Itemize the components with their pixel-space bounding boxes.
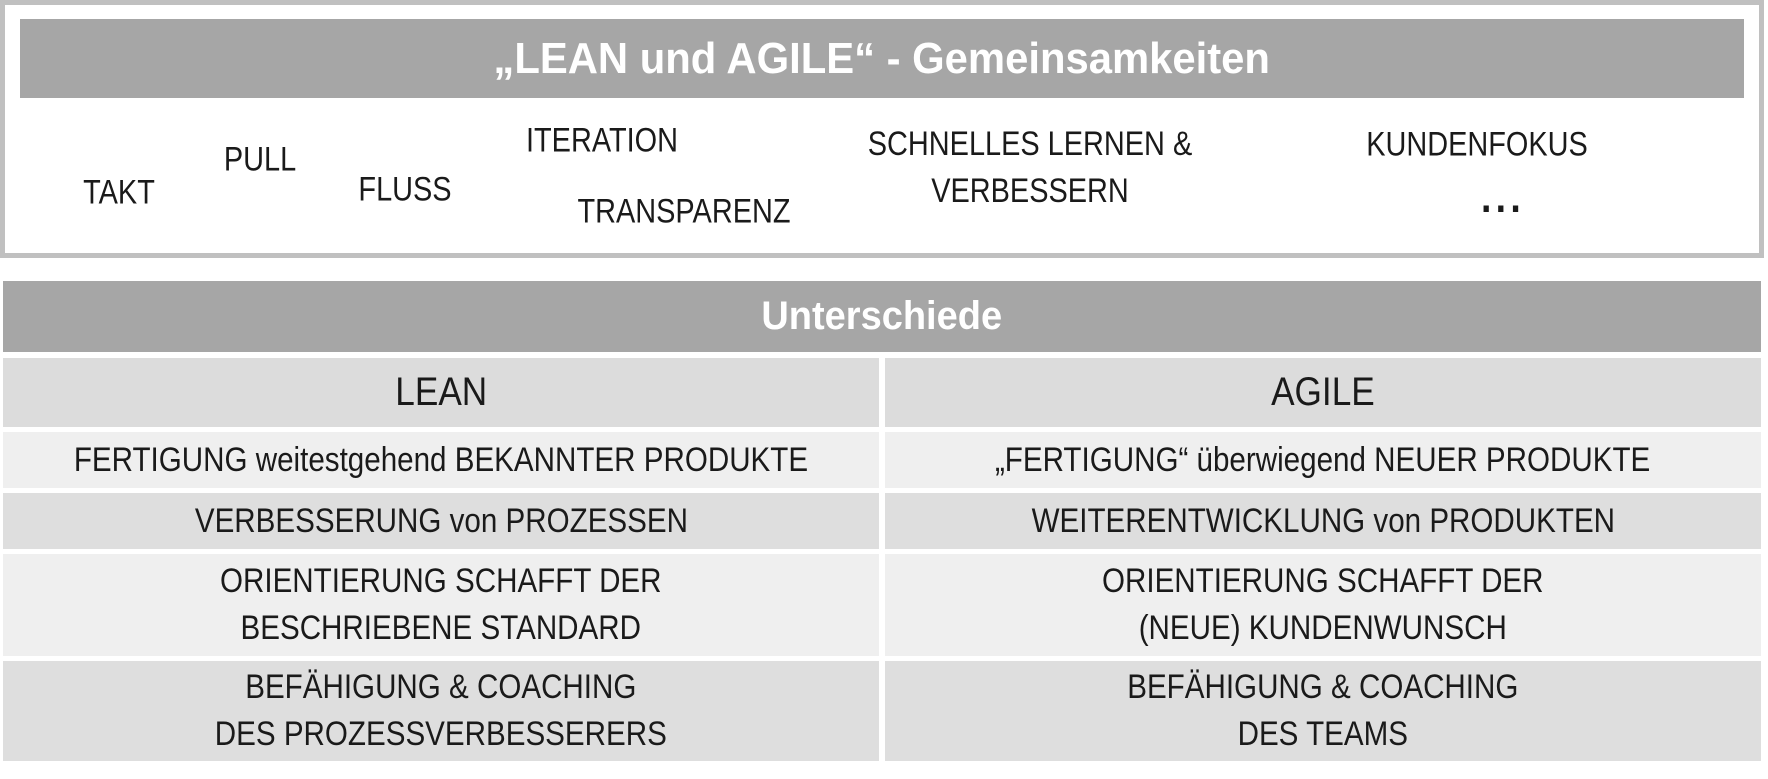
term-iteration: ITERATION bbox=[525, 121, 679, 160]
column-header-lean: LEAN bbox=[3, 358, 879, 427]
commonalities-box: „LEAN und AGILE“ - Gemeinsamkeiten TAKT … bbox=[0, 0, 1764, 258]
table-cell-agile-row-4: BEFÄHIGUNG & COACHING DES TEAMS bbox=[885, 661, 1761, 761]
table-cell-lean-row-3: ORIENTIERUNG SCHAFFT DER BESCHRIEBENE ST… bbox=[3, 554, 879, 656]
commonalities-title: „LEAN und AGILE“ - Gemeinsamkeiten bbox=[493, 33, 1271, 83]
column-header-agile-label: AGILE bbox=[1271, 370, 1375, 414]
table-cell-text: ORIENTIERUNG SCHAFFT DER (NEUE) KUNDENWU… bbox=[1102, 562, 1544, 647]
table-cell-agile-row-3: ORIENTIERUNG SCHAFFT DER (NEUE) KUNDENWU… bbox=[885, 554, 1761, 656]
table-cell-text: „FERTIGUNG“ überwiegend NEUER PRODUKTE bbox=[995, 440, 1651, 479]
table-cell-text: VERBESSERUNG von PROZESSEN bbox=[194, 501, 688, 540]
table-cell-text: WEITERENTWICKLUNG von PRODUKTEN bbox=[1031, 501, 1615, 540]
table-cell-lean-row-4: BEFÄHIGUNG & COACHING DES PROZESSVERBESS… bbox=[3, 661, 879, 761]
term-fluss: FLUSS bbox=[358, 170, 452, 209]
differences-header-bar: Unterschiede bbox=[3, 281, 1761, 352]
differences-table: LEAN AGILE FERTIGUNG weitestgehend BEKAN… bbox=[3, 358, 1761, 761]
table-cell-agile-row-1: „FERTIGUNG“ überwiegend NEUER PRODUKTE bbox=[885, 432, 1761, 488]
term-schnelles-lernen-verbessern: SCHNELLES LERNEN & VERBESSERN bbox=[867, 125, 1193, 210]
commonalities-header-bar: „LEAN und AGILE“ - Gemeinsamkeiten bbox=[20, 19, 1744, 98]
differences-title: Unterschiede bbox=[761, 294, 1003, 338]
table-cell-lean-row-1: FERTIGUNG weitestgehend BEKANNTER PRODUK… bbox=[3, 432, 879, 488]
table-cell-text: ORIENTIERUNG SCHAFFT DER BESCHRIEBENE ST… bbox=[220, 562, 662, 647]
column-header-lean-label: LEAN bbox=[395, 370, 487, 414]
table-cell-text: BEFÄHIGUNG & COACHING DES PROZESSVERBESS… bbox=[214, 668, 668, 753]
table-cell-text: BEFÄHIGUNG & COACHING DES TEAMS bbox=[1127, 668, 1519, 753]
table-cell-agile-row-2: WEITERENTWICKLUNG von PRODUKTEN bbox=[885, 493, 1761, 549]
column-header-agile: AGILE bbox=[885, 358, 1761, 427]
term-ellipsis: ... bbox=[1481, 173, 1525, 222]
term-kundenfokus: KUNDENFOKUS bbox=[1366, 125, 1588, 164]
table-cell-lean-row-2: VERBESSERUNG von PROZESSEN bbox=[3, 493, 879, 549]
term-transparenz: TRANSPARENZ bbox=[577, 192, 791, 231]
term-pull: PULL bbox=[223, 140, 297, 179]
term-takt: TAKT bbox=[83, 173, 155, 212]
differences-section: Unterschiede LEAN AGILE FERTIGUNG weites… bbox=[3, 281, 1761, 761]
table-cell-text: FERTIGUNG weitestgehend BEKANNTER PRODUK… bbox=[73, 440, 809, 479]
